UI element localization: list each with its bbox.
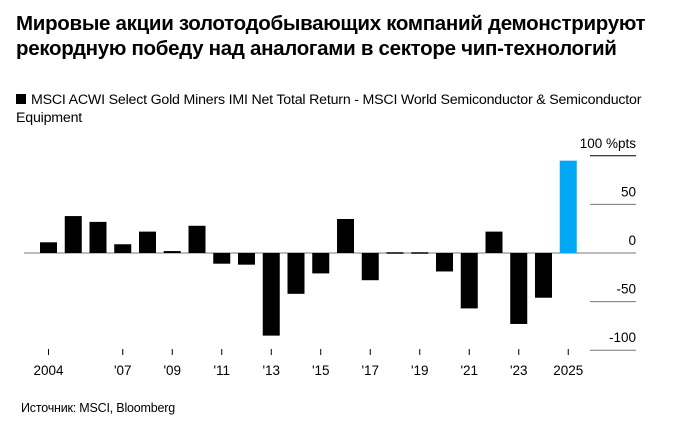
x-tick-label: '11 [213, 363, 230, 378]
y-axis: 100 %pts 50 0 -50 -100 [24, 136, 637, 351]
bar-2006 [89, 221, 107, 253]
x-tick-label: '23 [510, 363, 528, 378]
source-note: Источник: MSCI, Bloomberg [21, 401, 175, 415]
x-tick-label: 2004 [33, 363, 64, 378]
y-tick-label: 100 %pts [580, 136, 637, 151]
x-tick-label: '09 [163, 363, 181, 378]
bar-2015 [312, 253, 330, 274]
bar-2011 [213, 253, 231, 264]
bars [40, 160, 577, 336]
bar-2024 [535, 253, 552, 298]
bar-2018 [386, 252, 404, 254]
bar-2020 [436, 253, 453, 272]
x-tick-label: '07 [114, 363, 132, 378]
bar-2025 [559, 160, 577, 253]
bar-2016 [337, 218, 354, 253]
bar-2013 [262, 253, 280, 336]
bar-2009 [163, 251, 181, 253]
bar-2017 [361, 253, 379, 281]
bar-2021 [460, 253, 478, 309]
legend: MSCI ACWI Select Gold Miners IMI Net Tot… [16, 91, 666, 127]
x-tick-label: 2025 [553, 363, 583, 378]
bar-2012 [238, 253, 255, 265]
bar-2007 [114, 244, 132, 253]
bar-2014 [287, 253, 305, 294]
y-tick-label: -100 [609, 330, 636, 345]
x-tick-label: '17 [361, 363, 379, 378]
chart-title: Мировые акции золотодобывающих компаний … [16, 12, 646, 60]
y-tick-label: -50 [616, 282, 636, 297]
bar-2019 [411, 252, 429, 254]
x-tick-label: '21 [460, 363, 478, 378]
x-tick-label: '15 [312, 363, 330, 378]
bar-2010 [188, 225, 206, 253]
y-tick-label: 50 [621, 184, 636, 199]
y-tick-label: 0 [628, 233, 636, 248]
legend-swatch [16, 94, 26, 104]
bar-2004 [40, 242, 57, 253]
legend-label: MSCI ACWI Select Gold Miners IMI Net Tot… [16, 92, 642, 126]
bar-2008 [139, 231, 156, 253]
x-tick-label: '13 [262, 363, 280, 378]
bar-2023 [510, 253, 528, 324]
x-tick-label: '19 [411, 363, 429, 378]
bar-2005 [64, 216, 82, 253]
bar-2022 [485, 231, 503, 253]
x-axis: 2004 '07 '09 '11 '13 '15 '17 '19 '21 '23 2025 [33, 349, 583, 378]
